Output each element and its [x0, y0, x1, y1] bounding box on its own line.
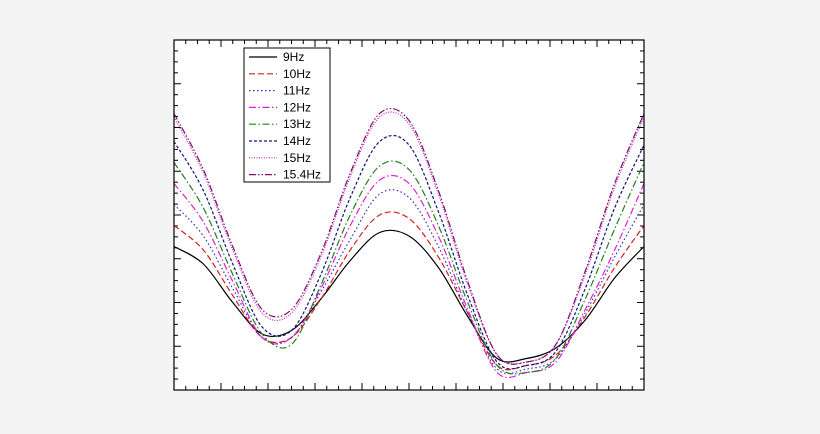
legend: 9Hz 10Hz 11Hz 12Hz 13Hz 14Hz 15Hz 15.4Hz	[243, 47, 331, 183]
legend-label-4: 13Hz	[283, 117, 311, 131]
legend-label-6: 15Hz	[283, 151, 311, 165]
series-line-5	[173, 134, 645, 370]
series-line-1	[173, 211, 645, 371]
series-layer	[173, 107, 645, 379]
series-line-2	[173, 189, 645, 375]
series-line-6	[173, 111, 645, 365]
series-line-4	[173, 160, 645, 375]
legend-label-2: 11Hz	[283, 84, 310, 98]
series-line-3	[173, 174, 645, 379]
legend-label-7: 15.4Hz	[283, 168, 321, 182]
legend-label-1: 10Hz	[283, 67, 311, 81]
legend-label-0: 9Hz	[283, 50, 304, 64]
legend-box	[243, 47, 331, 183]
legend-label-5: 14Hz	[283, 134, 311, 148]
plot-frame	[173, 39, 645, 391]
legend-label-3: 12Hz	[283, 100, 311, 114]
series-line-7	[173, 107, 645, 365]
